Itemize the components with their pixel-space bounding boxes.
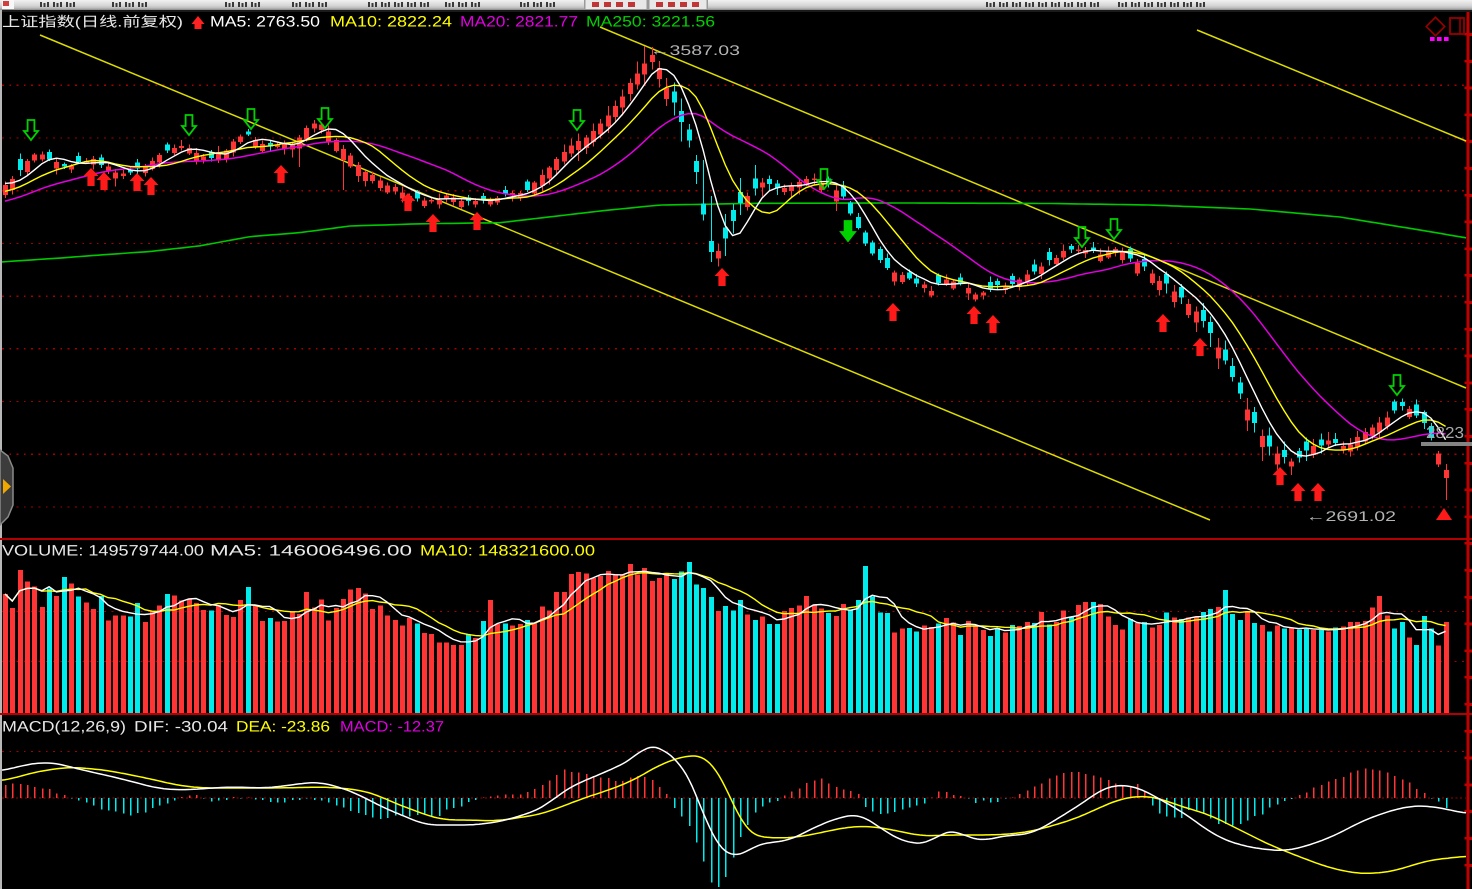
svg-text:←2691.02: ←2691.02 xyxy=(1306,508,1396,524)
svg-text:MA5: 2763.50: MA5: 2763.50 xyxy=(210,14,320,31)
svg-text:←3587.03: ←3587.03 xyxy=(650,42,740,58)
svg-text:MA10: 2822.24: MA10: 2822.24 xyxy=(330,14,452,31)
svg-text:MA5: 146006496.00: MA5: 146006496.00 xyxy=(210,543,412,560)
svg-text:MA250: 3221.56: MA250: 3221.56 xyxy=(586,14,715,31)
svg-text:DEA: -23.86: DEA: -23.86 xyxy=(236,719,330,736)
svg-text:MA10: 148321600.00: MA10: 148321600.00 xyxy=(420,543,595,560)
svg-text:MACD: -12.37: MACD: -12.37 xyxy=(340,719,444,736)
svg-text:VOLUME: 149579744.00: VOLUME: 149579744.00 xyxy=(2,543,204,560)
svg-text:DIF: -30.04: DIF: -30.04 xyxy=(134,719,228,736)
svg-text:MACD(12,26,9): MACD(12,26,9) xyxy=(2,719,126,736)
svg-text:上证指数(日线.前复权): 上证指数(日线.前复权) xyxy=(2,14,183,30)
svg-text:2823: 2823 xyxy=(1426,425,1464,442)
svg-text:MA20: 2821.77: MA20: 2821.77 xyxy=(460,14,578,31)
